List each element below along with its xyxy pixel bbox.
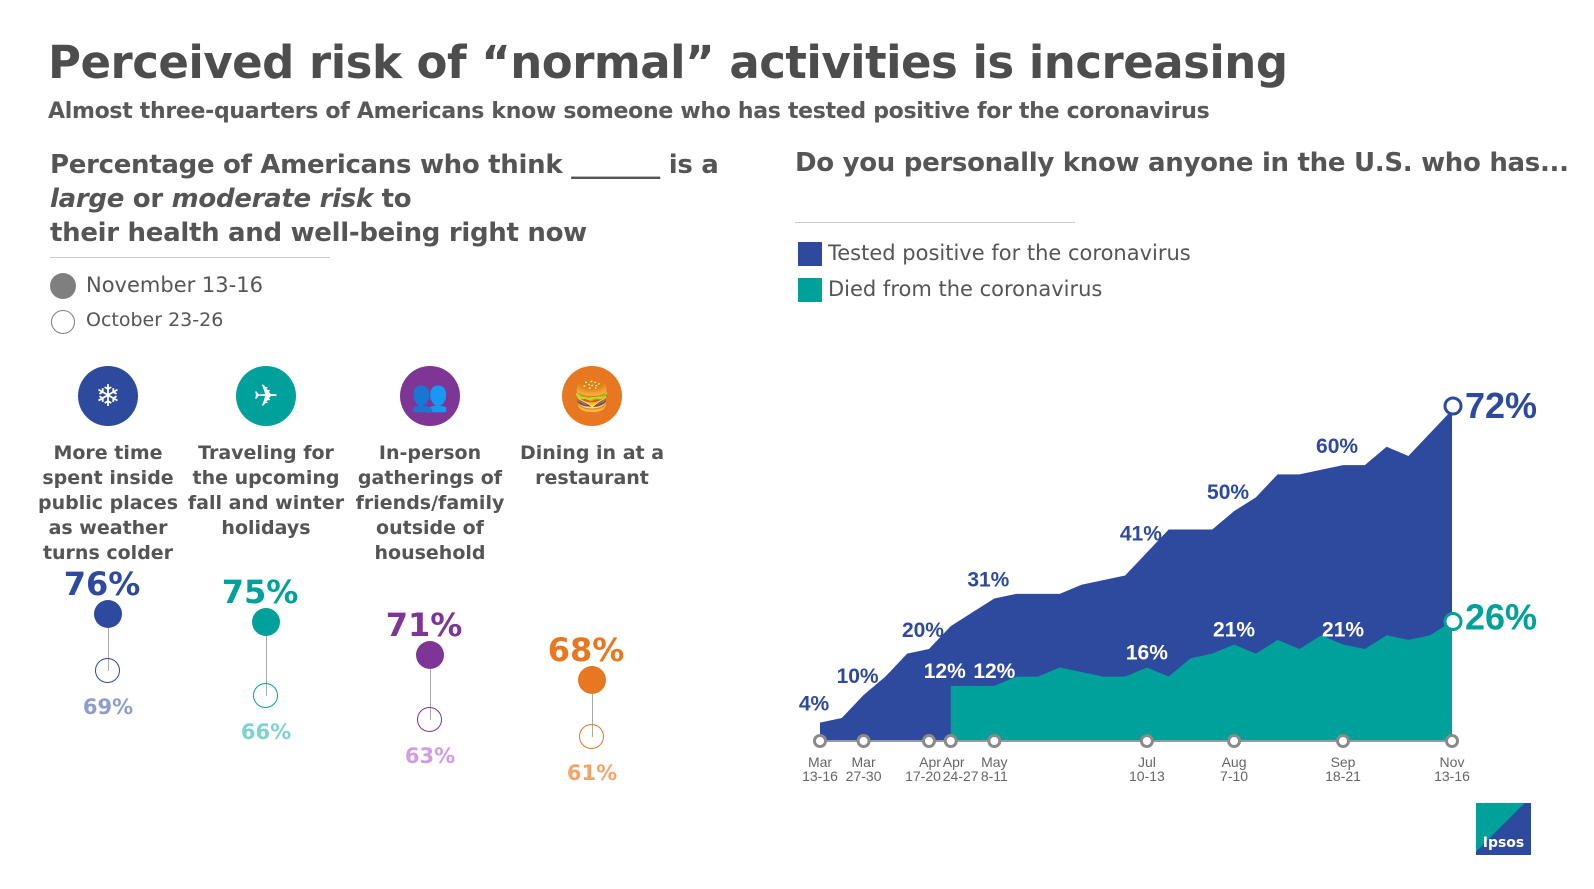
page-title: Perceived risk of “normal” activities is… [48,36,1288,89]
legend-died-swatch [798,278,822,302]
snowflake-icon: ❄ [78,366,138,426]
data-label: 21% [1213,618,1255,641]
november-value: 75% [221,573,299,612]
x-tick-label: 8-11 [981,768,1008,784]
november-dot [578,665,606,694]
october-value: 66% [240,720,292,745]
x-tick-marker [856,734,871,748]
legend-tested: Tested positive for the coronavirus [828,241,1191,265]
x-tick-label: May [981,754,1007,770]
data-label: 41% [1120,523,1162,546]
left-heading-line3: their health and well-being right now [50,218,587,248]
november-dot [416,641,444,669]
activity-label: More time spent inside public places as … [37,442,179,564]
legend-october: October 23-26 [86,309,224,331]
x-tick-label: Mar [852,754,876,770]
x-tick-marker [1336,734,1351,748]
october-value: 63% [404,744,456,768]
data-label: 50% [1207,481,1249,504]
october-value: 69% [82,695,134,719]
x-tick-label: Jul [1138,754,1156,770]
left-heading: Percentage of Americans who think ______… [50,148,750,250]
data-label: 60% [1316,435,1358,458]
left-heading-line2: large or moderate risk to [50,182,750,216]
x-tick-label: 10-13 [1129,768,1165,784]
x-tick-label: Apr [943,754,965,770]
data-label: 20% [902,619,944,642]
end-point-marker [1443,611,1463,631]
october-dot [417,707,442,732]
x-tick-label: 7-10 [1220,768,1248,784]
people-group-icon: 👥 [400,366,460,426]
x-tick-marker [1139,734,1154,748]
october-value: 61% [566,760,618,785]
november-value: 71% [385,606,463,644]
x-tick-label: 18-21 [1325,768,1361,784]
end-value-label: 26% [1465,596,1537,637]
november-dot [94,600,122,628]
page-subtitle: Almost three-quarters of Americans know … [48,99,1210,124]
fast-food-icon: 🍔 [562,366,622,426]
car-plane-icon: ✈ [236,366,296,426]
x-tick-marker [1445,734,1459,748]
divider [50,257,330,258]
heading-to: to [372,184,412,214]
data-label: 16% [1126,641,1168,664]
activity-label: Dining in at a restaurant [519,442,665,489]
november-dot [252,608,280,637]
legend-november: November 13-16 [86,273,263,297]
x-tick-label: 13-16 [802,768,838,784]
heading-large: large [50,184,125,214]
x-tick-label: Mar [808,754,832,770]
right-heading: Do you personally know anyone in the U.S… [795,148,1569,178]
legend-filled-dot [50,273,76,299]
heading-or: or [124,184,172,214]
data-label: 4% [799,693,830,716]
connector-line [592,679,593,737]
x-tick-label: 13-16 [1434,768,1470,784]
x-tick-marker [813,734,827,748]
divider [795,222,1075,223]
data-label: 31% [967,568,1009,591]
x-tick-marker [921,734,936,748]
data-label: 12% [924,660,966,683]
end-point-marker [1443,396,1463,416]
end-value-label: 72% [1465,385,1537,426]
logo-text: Ipsos [1482,835,1525,851]
october-dot [253,683,278,709]
november-value: 76% [63,565,141,603]
x-tick-label: Apr [919,754,941,770]
legend-tested-swatch [798,242,822,266]
activity-label: In-person gatherings of friends/family o… [355,442,505,564]
x-tick-label: Nov [1440,754,1465,770]
heading-moderate: moderate risk [171,184,374,214]
activity-label: Traveling for the upcoming fall and wint… [187,442,345,539]
legend-hollow-dot [51,310,75,334]
data-label: 12% [973,660,1015,683]
connector-line [108,614,109,671]
x-tick-label: Aug [1222,754,1247,770]
x-tick-label: 27-30 [846,768,882,784]
connector-line [430,655,431,720]
x-tick-label: 24-27 [943,768,979,784]
legend-died: Died from the coronavirus [828,277,1103,301]
november-value: 68% [547,630,625,669]
died-area [950,621,1452,741]
x-tick-marker [943,734,958,748]
october-dot [579,723,604,749]
x-tick-marker [987,734,1002,748]
ipsos-logo: Ipsos [1476,803,1531,855]
x-tick-label: 17-20 [905,768,941,784]
left-heading-line1: Percentage of Americans who think ______… [50,150,719,180]
x-tick-marker [1227,734,1242,748]
connector-line [266,622,267,697]
data-label: 21% [1322,618,1364,641]
data-label: 10% [837,665,879,688]
x-tick-label: Sep [1331,754,1356,770]
october-dot [95,658,120,683]
